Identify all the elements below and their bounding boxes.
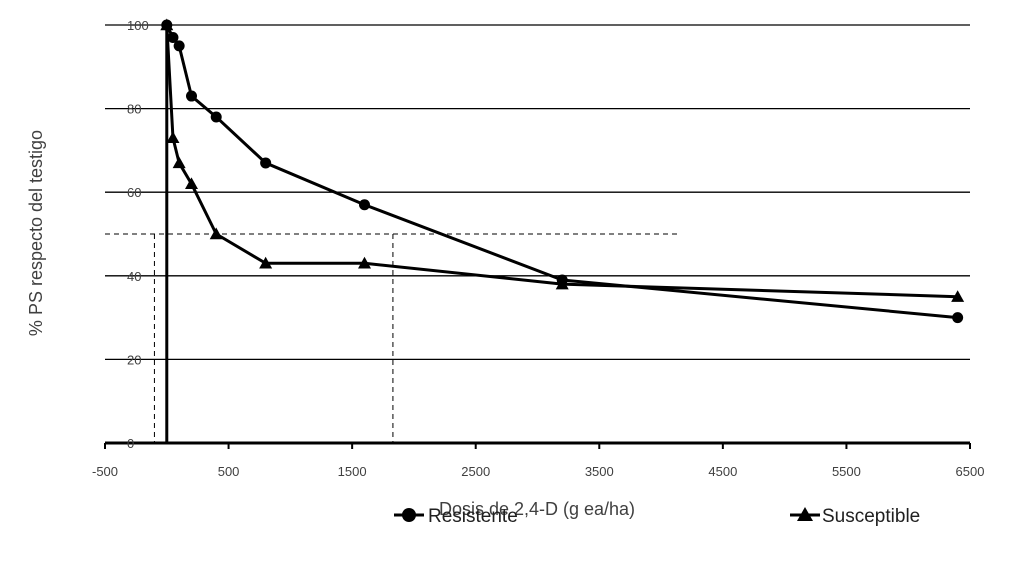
legend-item-susceptible: Susceptible: [790, 506, 920, 527]
x-axis-title: Dosis de 2,4-D (g ea/ha): [439, 499, 635, 519]
point-susceptible: [358, 256, 371, 269]
point-resistente: [210, 111, 222, 123]
x-tick-label: 4500: [708, 464, 737, 479]
point-resistente: [173, 40, 185, 52]
y-tick-label: 40: [127, 269, 141, 284]
point-resistente: [260, 157, 272, 169]
y-tick-label: 0: [127, 436, 134, 451]
series-line-resistente: [165, 24, 958, 320]
point-susceptible: [185, 177, 198, 190]
x-tick-label: 3500: [585, 464, 614, 479]
x-tick-label: -500: [92, 464, 118, 479]
legend: Resistente Susceptible: [394, 506, 920, 527]
legend-susceptible-label: Susceptible: [822, 506, 920, 527]
point-susceptible: [555, 277, 569, 290]
axes: [104, 25, 971, 449]
point-resistente: [359, 199, 370, 211]
x-tick-label: 500: [218, 464, 240, 479]
point-susceptible: [166, 131, 180, 144]
reference-lines: [105, 233, 678, 443]
y-tick-label: 60: [127, 185, 141, 200]
data-series: [160, 18, 965, 324]
point-susceptible: [209, 227, 223, 240]
legend-resistente-label: Resistente: [428, 506, 518, 527]
legend-item-resistente: Resistente: [394, 506, 518, 527]
x-tick-label: 6500: [956, 464, 985, 479]
legend-resistente-marker: [402, 508, 416, 522]
point-resistente: [952, 312, 964, 324]
point-susceptible: [259, 256, 273, 269]
y-tick-label: 20: [127, 352, 141, 367]
y-tick-label: 100: [127, 18, 149, 33]
point-resistente: [186, 90, 197, 102]
point-susceptible: [951, 290, 965, 302]
tick-labels: 0 20 40 60 80 100 -500 500 1500 2500 3500 4500 5500 6…: [92, 18, 984, 479]
gridlines: [105, 24, 970, 361]
series-line-susceptible: [165, 24, 958, 299]
x-tick-label: 1500: [338, 464, 367, 479]
point-susceptible: [160, 18, 174, 31]
legend-susceptible-marker: [797, 507, 813, 521]
x-tick-label: 2500: [461, 464, 490, 479]
point-resistente: [167, 32, 179, 44]
y-axis-title: % PS respecto del testigo: [26, 130, 46, 336]
x-tick-label: 5500: [832, 464, 861, 479]
y-tick-label: 80: [127, 102, 141, 117]
point-susceptible: [172, 156, 186, 169]
